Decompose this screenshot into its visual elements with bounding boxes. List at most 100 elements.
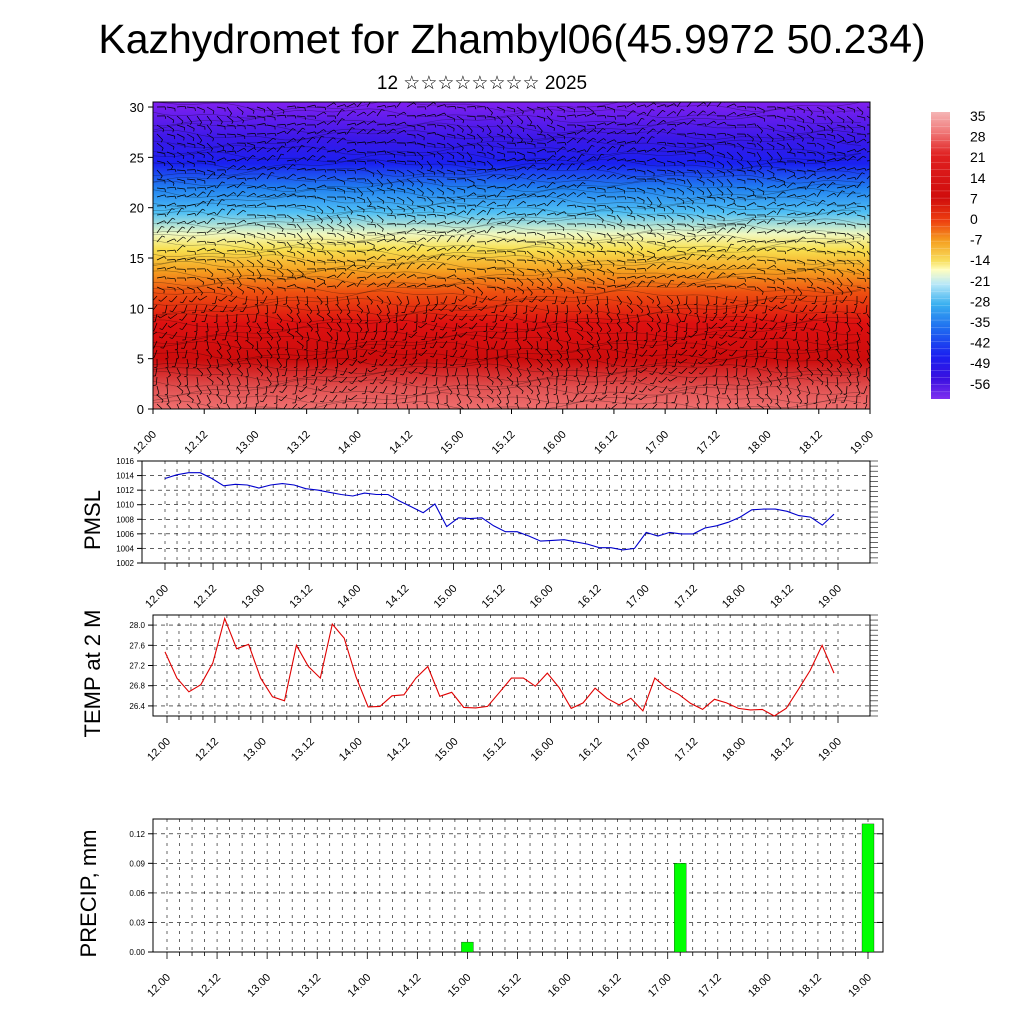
wind-barb-flag	[779, 392, 783, 395]
wind-barb-flag	[688, 335, 692, 338]
wind-barb	[486, 174, 495, 180]
wind-barb	[416, 178, 424, 185]
wind-barb	[843, 394, 848, 403]
wind-barb	[600, 394, 608, 401]
wind-barb	[556, 184, 565, 189]
wind-barb	[276, 124, 286, 126]
wind-barb	[236, 385, 240, 394]
wind-barb-flag	[351, 127, 355, 129]
wind-barb-flag	[204, 187, 207, 191]
wind-barb	[606, 139, 615, 144]
wind-barb	[686, 142, 695, 145]
wind-barb-flag	[509, 365, 513, 368]
wind-barb	[576, 232, 584, 239]
wind-barb	[356, 280, 362, 288]
wind-barb	[696, 249, 706, 252]
wind-barb-flag	[522, 273, 525, 277]
wind-barb	[536, 106, 545, 110]
wind-barb	[606, 295, 609, 305]
wind-barb-flag	[513, 218, 516, 221]
wind-barb	[626, 168, 635, 171]
wind-barb	[486, 367, 491, 376]
wind-barb-flag	[261, 247, 264, 251]
wind-barb-flag	[258, 329, 262, 333]
wind-barb	[616, 295, 622, 303]
wind-barb	[716, 249, 725, 252]
wind-barb	[686, 205, 695, 210]
wind-barb	[446, 284, 455, 288]
wind-barb-flag	[822, 199, 826, 202]
wind-barb-flag	[240, 373, 243, 377]
wind-barb	[766, 210, 774, 216]
wind-barb	[846, 223, 855, 226]
wind-barb	[736, 226, 743, 234]
wind-barb	[456, 277, 465, 282]
wind-barb-flag	[484, 269, 486, 273]
wind-barb	[426, 114, 435, 117]
wind-barb-flag	[822, 208, 826, 211]
wind-barb-flag	[784, 125, 786, 129]
wind-barb-flag	[787, 412, 790, 414]
wind-barb	[226, 385, 231, 394]
wind-barb-flag	[554, 151, 557, 155]
wind-barb-flag	[844, 224, 847, 228]
wind-barb-flag	[411, 201, 414, 205]
wind-barb	[665, 358, 668, 367]
wind-barb-flag	[713, 245, 717, 249]
wind-barb-flag	[603, 281, 605, 285]
wind-barb-flag	[443, 173, 445, 177]
wind-barb	[186, 250, 196, 253]
wind-barb-flag	[462, 129, 464, 133]
wind-barb-flag	[334, 268, 337, 272]
wind-barb	[366, 295, 373, 303]
wind-barb	[206, 151, 214, 158]
wind-barb-flag	[652, 300, 654, 304]
wind-barb	[766, 196, 775, 199]
wind-barb-flag	[553, 263, 555, 267]
wind-barb-flag	[269, 374, 273, 377]
wind-barb	[350, 394, 358, 401]
wind-barb-flag	[272, 155, 276, 158]
wind-barb	[502, 313, 508, 322]
wind-barb	[846, 259, 855, 265]
wind-barb	[596, 154, 602, 162]
wind-barb	[214, 331, 218, 340]
wind-barb-flag	[393, 246, 397, 250]
wind-barb	[366, 256, 375, 261]
wind-barb	[366, 187, 374, 193]
wind-barb	[706, 223, 715, 226]
wind-barb	[506, 277, 515, 280]
wind-barb-flag	[389, 373, 393, 376]
wind-barb-flag	[363, 227, 365, 231]
wind-barb-flag	[724, 249, 727, 253]
wind-barb-flag	[506, 412, 509, 413]
wind-barb	[476, 209, 484, 216]
wind-barb-flag	[429, 346, 434, 349]
wind-barb-flag	[684, 134, 687, 138]
wind-barb-flag	[491, 147, 494, 152]
wind-barb	[176, 151, 185, 157]
wind-barb	[246, 322, 252, 331]
wind-barb-flag	[578, 311, 582, 315]
wind-barb-flag	[785, 348, 789, 351]
wind-barb	[546, 304, 550, 313]
wind-barb	[406, 262, 413, 270]
wind-barb	[495, 313, 498, 322]
wind-barb	[506, 198, 512, 207]
wind-barb	[686, 282, 695, 288]
wind-barb-flag	[213, 321, 217, 324]
wind-barb-flag	[593, 137, 596, 141]
wind-barb	[566, 156, 574, 162]
wind-barb	[756, 403, 764, 409]
wind-barb-flag	[344, 104, 347, 108]
contour-line	[153, 334, 862, 346]
wind-barb-flag	[519, 374, 522, 378]
wind-barb-flag	[394, 105, 397, 109]
wind-barb-flag	[598, 398, 602, 401]
wind-barb-flag	[614, 196, 617, 200]
wind-barb	[800, 295, 808, 301]
wind-barb	[716, 187, 724, 194]
wind-barb	[266, 132, 276, 135]
wind-barb-flag	[834, 412, 837, 413]
wind-barb	[516, 141, 525, 144]
